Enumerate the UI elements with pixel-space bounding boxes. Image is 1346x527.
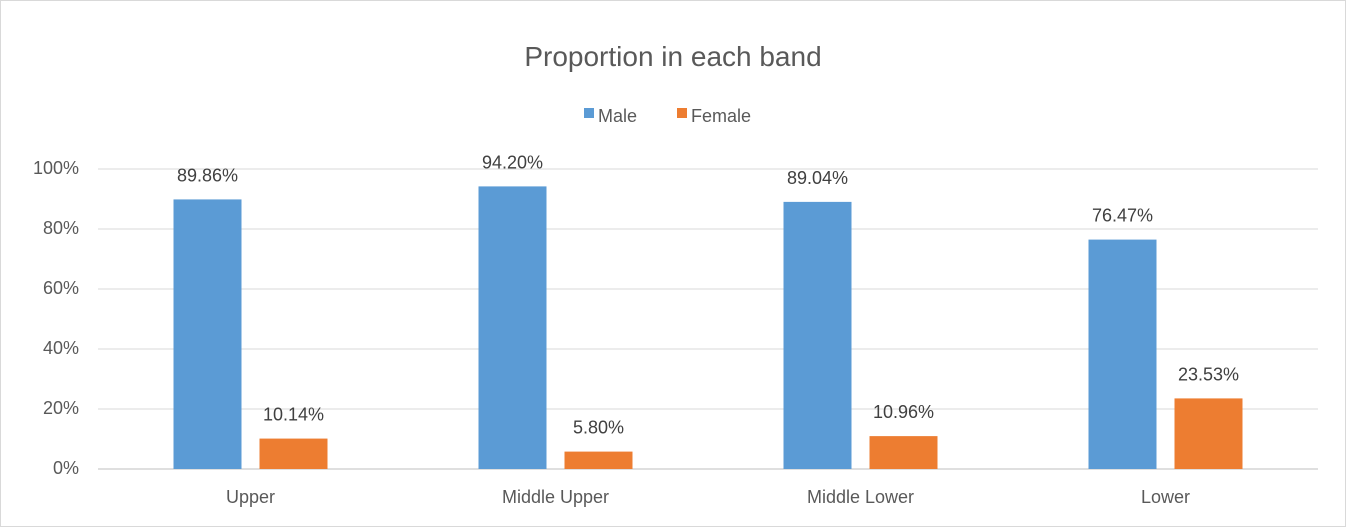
- bar-female-middle-upper: [564, 451, 633, 469]
- data-label-male-upper: 89.86%: [177, 165, 238, 185]
- x-tick-label-upper: Upper: [226, 487, 275, 507]
- y-tick-label: 40%: [43, 338, 79, 358]
- chart-legend: Male Female: [584, 106, 751, 126]
- data-label-female-middle-upper: 5.80%: [573, 418, 624, 438]
- bar-layer: [173, 186, 1243, 470]
- chart-title: Proportion in each band: [524, 41, 821, 72]
- legend-label-male: Male: [598, 106, 637, 126]
- bar-female-upper: [259, 438, 328, 469]
- bar-male-upper: [173, 199, 242, 470]
- y-tick-label: 20%: [43, 398, 79, 418]
- data-label-layer: 89.86% 10.14% 94.20% 5.80% 89.04% 10.96% 76.47…: [177, 152, 1239, 437]
- data-label-female-upper: 10.14%: [263, 405, 324, 425]
- x-tick-label-middle-upper: Middle Upper: [502, 487, 609, 507]
- bar-male-lower: [1088, 239, 1157, 469]
- y-tick-label: 0%: [53, 458, 79, 478]
- legend-swatch-female: [677, 108, 687, 118]
- bar-female-lower: [1174, 398, 1243, 469]
- legend-label-female: Female: [691, 106, 751, 126]
- data-label-female-middle-lower: 10.96%: [873, 402, 934, 422]
- data-label-female-lower: 23.53%: [1178, 364, 1239, 384]
- bar-male-middle-lower: [783, 201, 852, 469]
- y-tick-label: 100%: [33, 158, 79, 178]
- y-tick-label: 60%: [43, 278, 79, 298]
- y-tick-label: 80%: [43, 218, 79, 238]
- legend-swatch-male: [584, 108, 594, 118]
- x-tick-label-lower: Lower: [1141, 487, 1190, 507]
- x-tick-label-middle-lower: Middle Lower: [807, 487, 914, 507]
- data-label-male-middle-lower: 89.04%: [787, 168, 848, 188]
- data-label-male-middle-upper: 94.20%: [482, 152, 543, 172]
- data-label-male-lower: 76.47%: [1092, 206, 1153, 226]
- axis-layer: 0% 20% 40% 60% 80% 100% Upper Middle Upper Middl…: [33, 158, 1190, 507]
- bar-male-middle-upper: [478, 186, 547, 469]
- bar-female-middle-lower: [869, 436, 938, 469]
